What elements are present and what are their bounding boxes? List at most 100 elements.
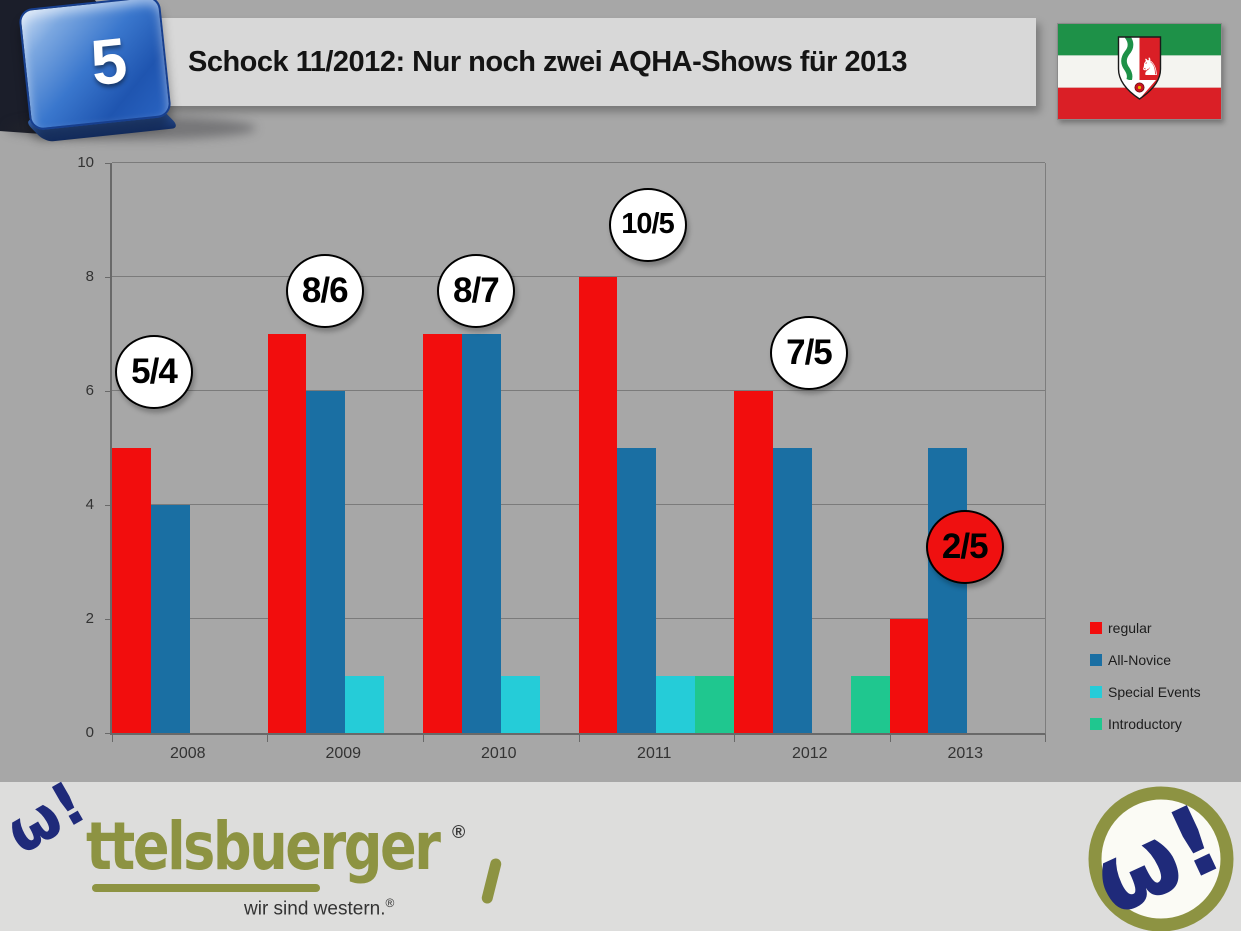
bar-slot-introductory-2008 bbox=[229, 163, 268, 733]
bar-group-2011 bbox=[578, 163, 734, 733]
wittelsbuerger-badge-icon: ω! bbox=[1076, 779, 1239, 931]
y-tickmark-6 bbox=[105, 391, 111, 392]
bar-slot-regular-2008 bbox=[112, 163, 151, 733]
tagline-registered-symbol: ® bbox=[385, 896, 395, 910]
y-tickmark-10 bbox=[105, 163, 111, 164]
x-axis-label-2010: 2010 bbox=[480, 745, 517, 762]
logo-underline-swash bbox=[92, 884, 320, 892]
bar-slot-introductory-2012 bbox=[850, 163, 890, 733]
y-axis-label-0: 0 bbox=[85, 724, 94, 741]
bar-slot-all-novice-2009 bbox=[306, 163, 346, 733]
footer: ω! ttelsbuerger ® wir sind western.® ω! bbox=[0, 768, 1241, 931]
bar-slot-introductory-2009 bbox=[384, 163, 423, 733]
bar-slot-special-events-2008 bbox=[190, 163, 229, 733]
tagline: wir sind western.® bbox=[244, 896, 394, 920]
legend-label-special-events: Special Events bbox=[1108, 684, 1201, 700]
legend-label-introductory: Introductory bbox=[1108, 716, 1182, 732]
legend-item-special-events: Special Events bbox=[1090, 676, 1240, 708]
bar-all-novice-2010 bbox=[461, 334, 501, 733]
bar-slot-all-novice-2008 bbox=[150, 163, 190, 733]
bar-all-novice-2008 bbox=[150, 505, 190, 733]
y-tickmark-0 bbox=[105, 733, 111, 734]
legend-swatch-all-novice bbox=[1090, 654, 1102, 666]
legend-swatch-regular bbox=[1090, 622, 1102, 634]
bar-special-events-2010 bbox=[500, 676, 540, 733]
y-tickmark-4 bbox=[105, 505, 111, 506]
bar-regular-2011 bbox=[578, 277, 618, 733]
bar-slot-special-events-2010 bbox=[500, 163, 540, 733]
x-tickmark-5 bbox=[889, 735, 891, 742]
x-tickmark-2 bbox=[422, 735, 424, 742]
bar-slot-all-novice-2011 bbox=[617, 163, 657, 733]
bar-slot-introductory-2013 bbox=[1006, 163, 1045, 733]
x-axis-label-2013: 2013 bbox=[947, 745, 984, 762]
bar-slot-regular-2010 bbox=[423, 163, 462, 733]
bar-all-novice-2012 bbox=[772, 448, 812, 733]
bar-slot-introductory-2010 bbox=[540, 163, 579, 733]
x-axis-label-2012: 2012 bbox=[791, 745, 828, 762]
legend-swatch-introductory bbox=[1090, 718, 1102, 730]
bar-slot-introductory-2011 bbox=[695, 163, 734, 733]
y-axis-label-2: 2 bbox=[85, 610, 94, 627]
y-tickmark-2 bbox=[105, 619, 111, 620]
bar-slot-special-events-2009 bbox=[345, 163, 385, 733]
bar-slot-all-novice-2013 bbox=[928, 163, 968, 733]
x-axis-label-2011: 2011 bbox=[637, 745, 672, 762]
chart-legend: regular All-Novice Special Events Introduct… bbox=[1090, 612, 1240, 740]
badge-mark-text: ω! bbox=[1083, 782, 1238, 931]
y-axis-label-10: 10 bbox=[77, 154, 94, 171]
bar-special-events-2009 bbox=[345, 676, 385, 733]
nrw-flag-svg: ♞ bbox=[1057, 23, 1222, 120]
bar-all-novice-2011 bbox=[617, 448, 657, 733]
gridline-10 bbox=[112, 162, 1045, 163]
wittelsbuerger-logo-text: ttelsbuerger bbox=[86, 808, 441, 885]
bar-slot-regular-2013 bbox=[889, 163, 929, 733]
bar-slot-special-events-2013 bbox=[967, 163, 1006, 733]
legend-item-regular: regular bbox=[1090, 612, 1240, 644]
bar-group-2008 bbox=[112, 163, 268, 733]
callout-5-4: 5/4 bbox=[114, 335, 193, 410]
nrw-flag-icon: ♞ bbox=[1057, 23, 1222, 120]
bar-slot-special-events-2012 bbox=[812, 163, 851, 733]
x-tickmark-4 bbox=[733, 735, 735, 742]
bar-all-novice-2013 bbox=[928, 448, 968, 733]
callout-2-5: 2/5 bbox=[925, 510, 1004, 585]
slide-number: 5 bbox=[87, 23, 131, 100]
bar-group-2010 bbox=[423, 163, 579, 733]
y-axis-label-6: 6 bbox=[85, 382, 94, 399]
title-band: Schock 11/2012: Nur noch zwei AQHA-Shows… bbox=[84, 18, 1036, 106]
bar-group-2013 bbox=[889, 163, 1046, 733]
bar-introductory-2012 bbox=[850, 676, 890, 733]
legend-label-regular: regular bbox=[1108, 620, 1152, 636]
badge-svg: ω! bbox=[1076, 782, 1238, 931]
wittelsbuerger-w-mark-icon: ω! bbox=[0, 767, 98, 869]
x-tickmark-3 bbox=[578, 735, 580, 742]
bar-slot-regular-2011 bbox=[578, 163, 618, 733]
plot-area: 5/4 8/6 8/7 10/5 7/5 2/5 bbox=[105, 162, 1046, 742]
bar-slot-special-events-2011 bbox=[656, 163, 696, 733]
gridline-8 bbox=[112, 276, 1045, 277]
slide-number-cube: 5 bbox=[0, 0, 256, 150]
callout-8-6: 8/6 bbox=[285, 254, 364, 329]
callout-8-7: 8/7 bbox=[436, 254, 515, 329]
x-tickmark-6 bbox=[1045, 735, 1046, 742]
bar-slot-all-novice-2012 bbox=[772, 163, 812, 733]
x-axis-label-2009: 2009 bbox=[325, 745, 362, 762]
x-axis-labels: 2008 2009 2010 2011 2012 2013 bbox=[110, 745, 1043, 763]
bar-regular-2010 bbox=[423, 334, 462, 733]
bar-slot-regular-2009 bbox=[267, 163, 307, 733]
bar-slot-regular-2012 bbox=[734, 163, 773, 733]
registered-trademark-symbol: ® bbox=[452, 822, 466, 842]
legend-label-all-novice: All-Novice bbox=[1108, 652, 1172, 668]
x-tickmark-1 bbox=[267, 735, 269, 742]
bar-regular-2008 bbox=[112, 448, 151, 733]
bar-special-events-2011 bbox=[656, 676, 696, 733]
cube-front-face: 5 bbox=[18, 0, 172, 132]
bar-group-2009 bbox=[267, 163, 424, 733]
bar-groups bbox=[112, 163, 1045, 733]
bar-slot-all-novice-2010 bbox=[461, 163, 501, 733]
bar-regular-2012 bbox=[734, 391, 773, 733]
tagline-text: wir sind western. bbox=[244, 898, 386, 920]
x-axis-label-2008: 2008 bbox=[169, 745, 206, 762]
